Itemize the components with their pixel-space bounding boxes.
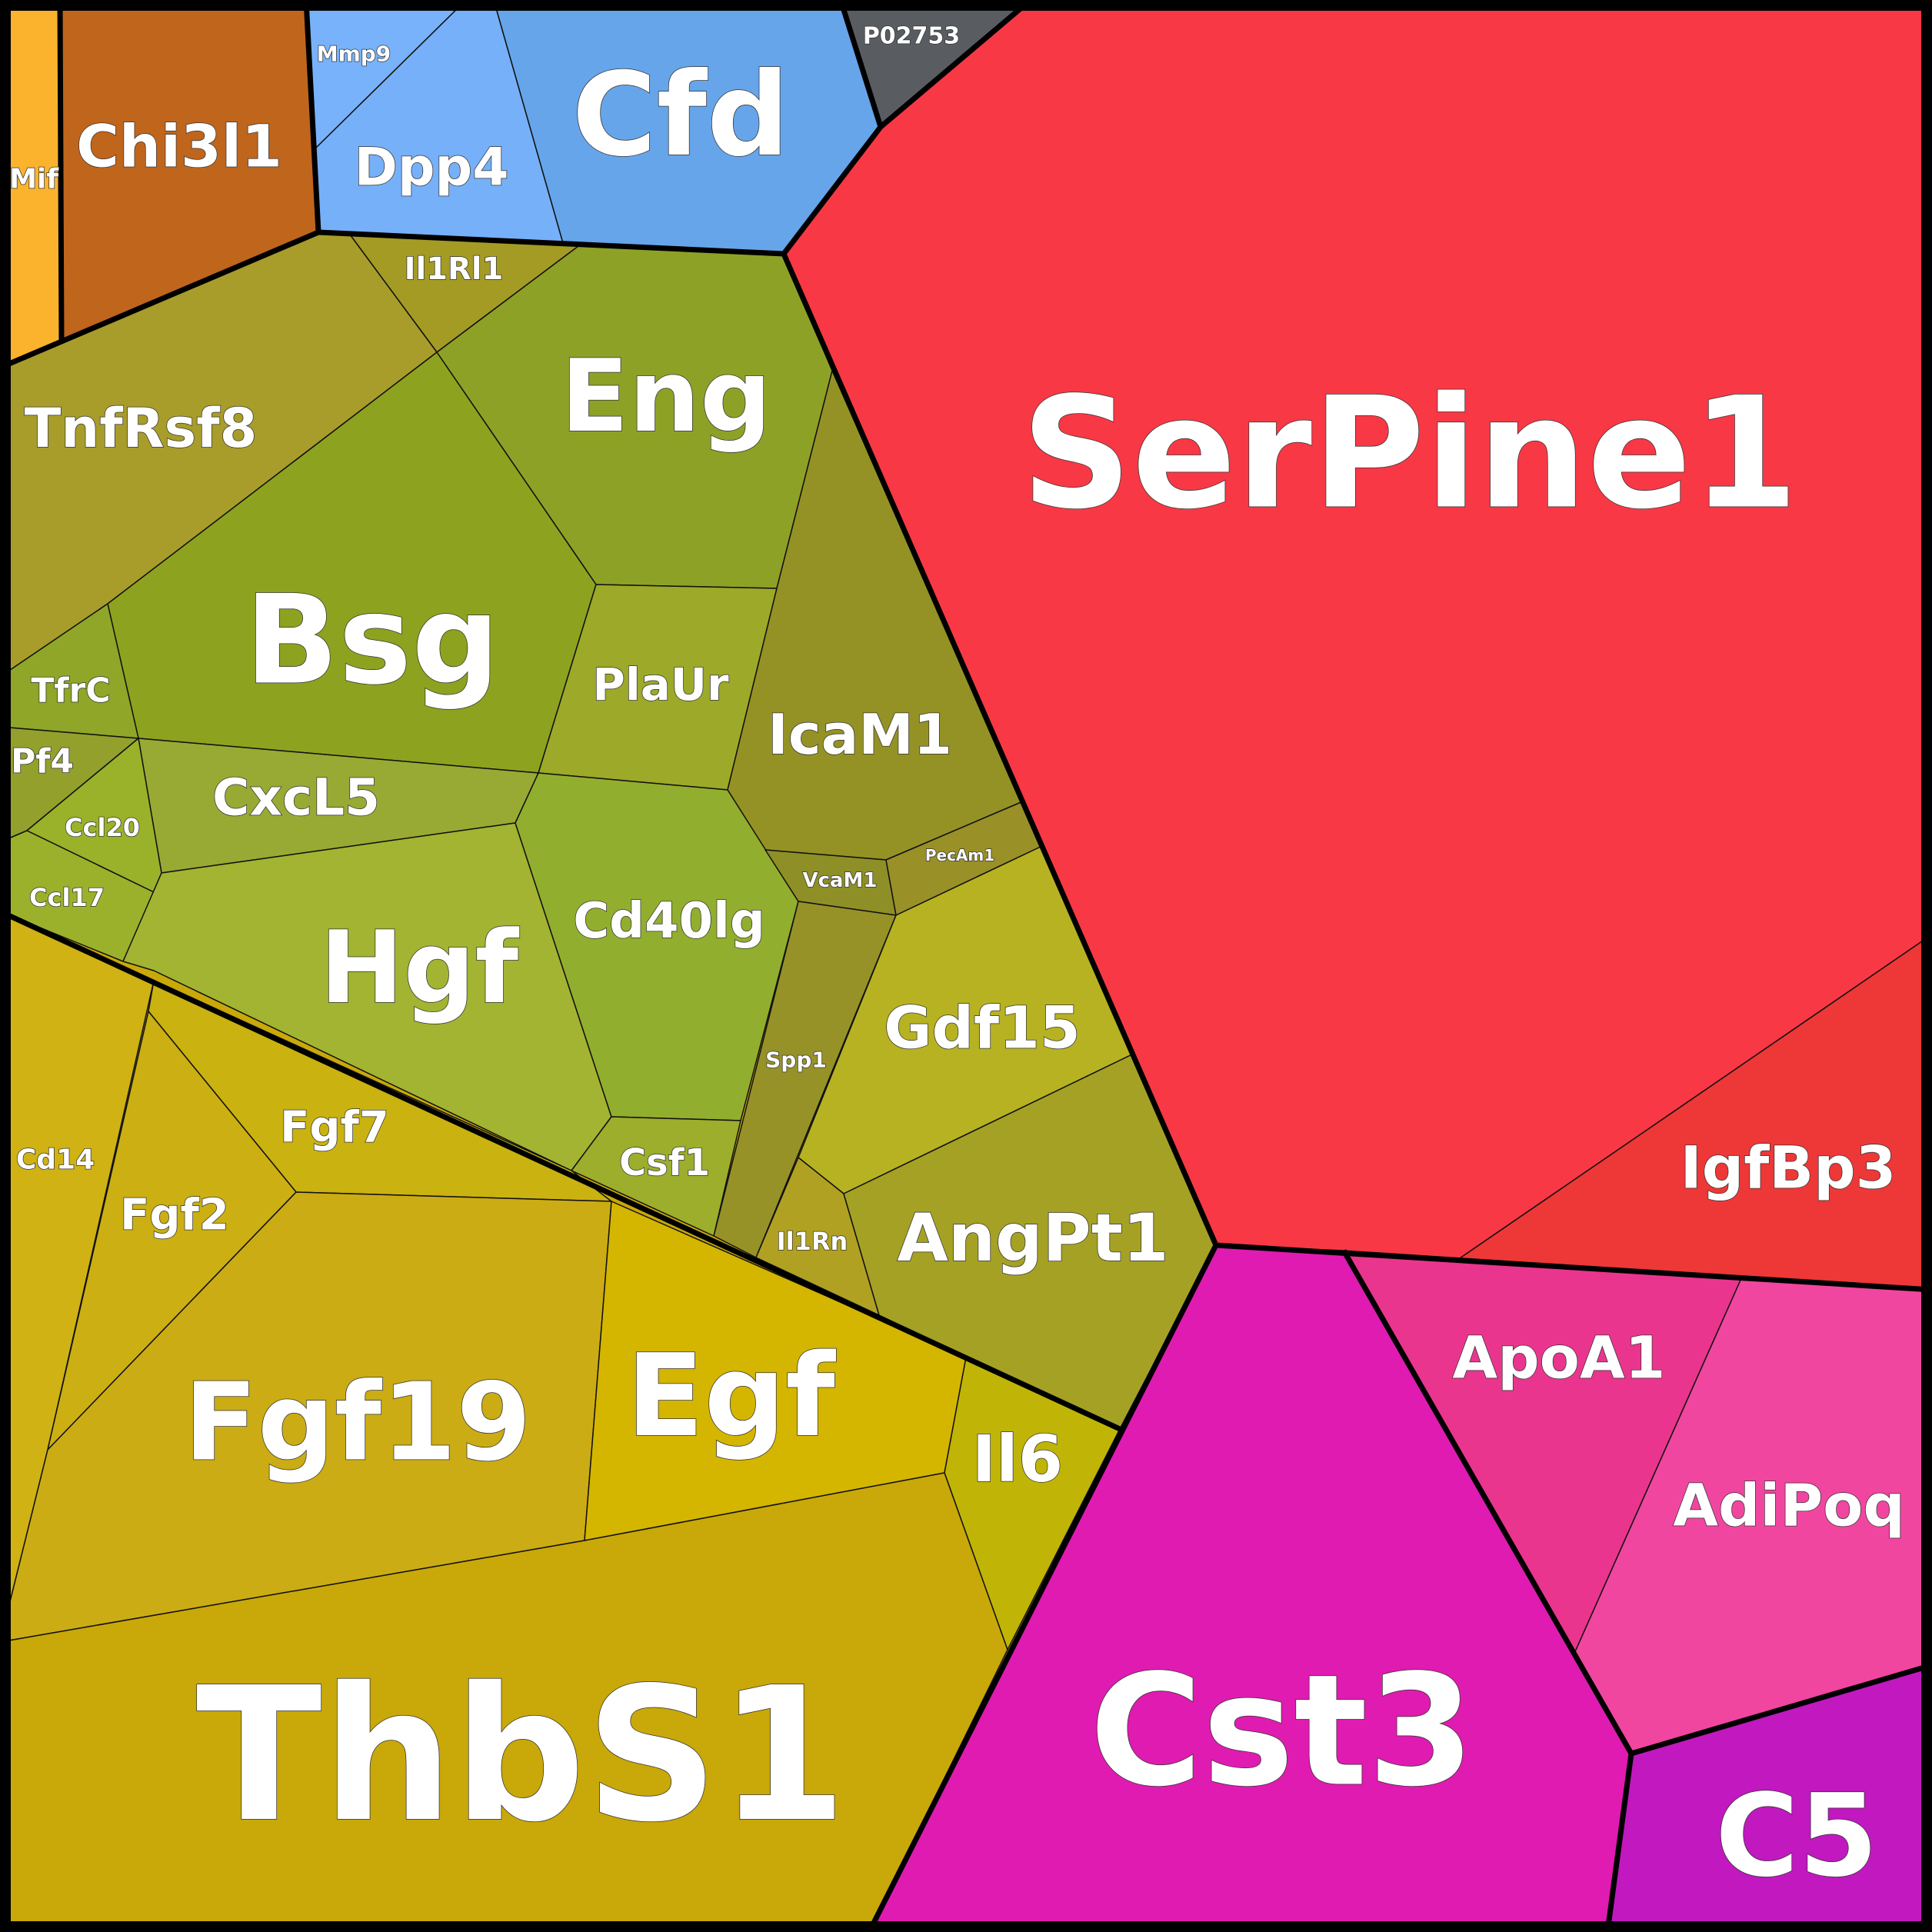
cell-label-pecam1: PecAm1	[925, 846, 994, 864]
cell-label-cd40lg: Cd40lg	[573, 893, 765, 950]
cell-label-tnfrsf8: TnfRsf8	[25, 397, 258, 460]
cell-label-il1rl1: Il1Rl1	[405, 251, 504, 287]
cell-label-serpine1: SerPine1	[1021, 365, 1799, 544]
cell-label-fgf2: Fgf2	[120, 1191, 229, 1241]
cell-label-icam1: IcaM1	[768, 702, 952, 767]
cell-label-cxcl5: CxcL5	[212, 768, 380, 828]
cell-label-mmp9: Mmp9	[317, 42, 391, 67]
cell-label-il1rn: Il1Rn	[777, 1227, 848, 1256]
cell-label-apoa1: ApoA1	[1452, 1324, 1665, 1392]
cell-label-ccl20: Ccl20	[65, 813, 140, 842]
cell-csf1	[571, 1116, 741, 1237]
cell-label-spp1: Spp1	[765, 1048, 827, 1073]
cell-label-egf: Egf	[626, 1330, 836, 1462]
cell-label-il6: Il6	[972, 1421, 1064, 1497]
cell-label-cst3: Cst3	[1090, 1642, 1475, 1821]
cell-label-fgf7: Fgf7	[280, 1103, 389, 1153]
cell-label-angpt1: AngPt1	[897, 1200, 1168, 1277]
group-border-1	[57, 0, 65, 343]
group-border-6	[866, 1244, 1219, 1932]
cell-label-thbs1: ThbS1	[196, 1647, 847, 1863]
labels-layer: Mif Chi3l1 Mmp9 Dpp4 Cfd P02753 SerPine1 IgfBp3…	[8, 22, 1905, 1903]
group-border-4	[878, 0, 1033, 129]
cell-label-ccl17: Ccl17	[29, 883, 105, 912]
cell-label-hgf: Hgf	[320, 909, 520, 1026]
cell-thbs1	[0, 1472, 1008, 1932]
cell-label-vcam1: VcaM1	[802, 869, 877, 892]
cell-label-bsg: Bsg	[245, 568, 500, 712]
group-border-9	[0, 908, 1121, 1432]
cell-label-mif: Mif	[9, 164, 58, 195]
cell-label-cd14: Cd14	[16, 1144, 95, 1176]
cell-label-fgf19: Fgf19	[184, 1361, 531, 1486]
cell-label-pf4: Pf4	[11, 742, 74, 781]
cell-label-plaur: PlaUr	[592, 658, 729, 711]
cell-label-igfbp3: IgfBp3	[1681, 1134, 1897, 1202]
cell-label-tfrc: TfrC	[31, 671, 110, 711]
cell-label-c5: C5	[1715, 1770, 1878, 1902]
cell-label-chi3l1: Chi3l1	[76, 112, 282, 181]
cell-label-eng: Eng	[561, 338, 771, 455]
group-border-8	[1631, 1662, 1932, 1757]
group-border-2	[318, 229, 784, 257]
cell-label-csf1: Csf1	[619, 1141, 710, 1184]
cell-label-dpp4: Dpp4	[354, 138, 508, 198]
cell-label-gdf15: Gdf15	[884, 994, 1081, 1062]
cell-label-cfd: Cfd	[572, 48, 790, 182]
cell-label-p02753: P02753	[863, 23, 960, 50]
cell-label-adipoq: AdiPoq	[1673, 1471, 1905, 1540]
